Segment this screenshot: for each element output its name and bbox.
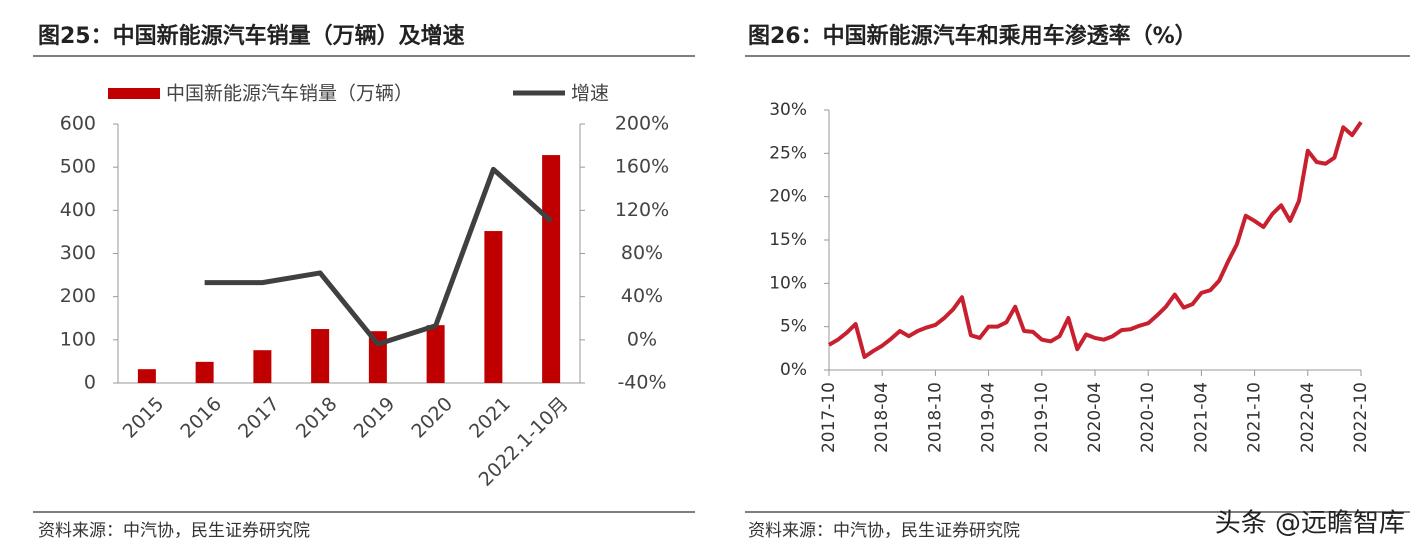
legend-swatch — [108, 88, 160, 99]
y-tick-label: 300 — [60, 242, 96, 264]
x-tick-label: 2017-10 — [819, 382, 839, 453]
y2-tick-label: 80% — [621, 242, 663, 264]
y-tick-label: 0% — [780, 360, 807, 380]
y2-tick-label: 160% — [615, 156, 669, 178]
y2-tick-label: 120% — [615, 199, 669, 221]
x-tick-label: 2021-04 — [1191, 382, 1211, 453]
bar — [484, 231, 503, 383]
line — [827, 121, 1363, 359]
y2-tick-label: 40% — [621, 285, 663, 307]
x-tick-label: 2021-10 — [1245, 382, 1265, 453]
source: 资料来源：中汽协，民生证券研究院 — [748, 521, 1020, 541]
bar — [311, 329, 330, 383]
x-tick-label: 2022-10 — [1351, 382, 1371, 453]
x-tick-label: 2019-10 — [1032, 382, 1052, 453]
bar — [253, 350, 272, 383]
y-tick-label: 400 — [60, 199, 96, 221]
y2-tick-label: -40% — [617, 372, 666, 394]
chart-title: 图25：中国新能源汽车销量（万辆）及增速 — [38, 23, 465, 49]
x-tick-label: 2018-10 — [925, 382, 945, 453]
y2-tick-label: 200% — [615, 113, 669, 135]
chart-title: 图26：中国新能源汽车和乘用车渗透率（%） — [748, 23, 1197, 49]
watermark: 头条 @远瞻智库 — [1215, 509, 1405, 539]
y-tick-label: 0 — [84, 372, 96, 394]
bar — [195, 361, 214, 383]
y-tick-label: 500 — [60, 156, 96, 178]
legend-label: 增速 — [571, 83, 609, 105]
y-tick-label: 30% — [769, 100, 807, 120]
y-tick-label: 25% — [769, 143, 807, 163]
y-tick-label: 200 — [60, 285, 96, 307]
x-tick-label: 2018-04 — [872, 382, 892, 453]
y2-tick-label: 0% — [627, 328, 657, 350]
x-tick-label: 2020-10 — [1138, 382, 1158, 453]
x-tick-label: 2019-04 — [979, 382, 999, 453]
x-tick-label: 2022-04 — [1298, 382, 1318, 453]
bar — [426, 325, 445, 383]
y-tick-label: 600 — [60, 113, 96, 135]
y-tick-label: 5% — [780, 317, 807, 337]
y-tick-label: 10% — [769, 273, 807, 293]
legend-label: 中国新能源汽车销量（万辆） — [166, 83, 413, 105]
source: 资料来源：中汽协，民生证券研究院 — [38, 521, 310, 541]
bar — [542, 155, 561, 383]
x-tick-label: 2020-04 — [1085, 382, 1105, 453]
y-tick-label: 20% — [769, 187, 807, 207]
y-tick-label: 15% — [769, 230, 807, 250]
y-tick-label: 100 — [60, 328, 96, 350]
bar — [137, 369, 156, 383]
line — [204, 166, 553, 347]
